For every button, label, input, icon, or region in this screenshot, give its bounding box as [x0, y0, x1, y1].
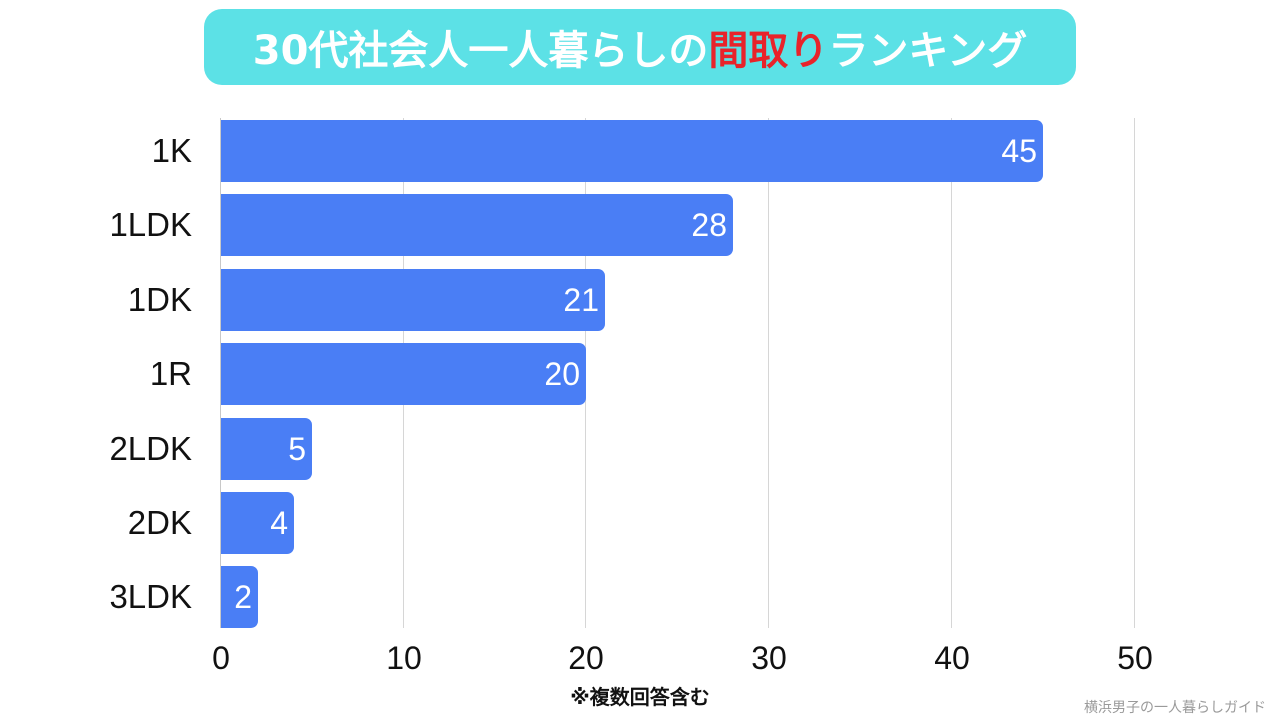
- bar-3ldk: 2: [221, 566, 258, 628]
- bar-value-label: 45: [1001, 132, 1037, 169]
- y-category-label: 3LDK: [109, 578, 192, 615]
- x-tick-label: 50: [1117, 640, 1153, 676]
- x-tick-label: 30: [751, 640, 787, 676]
- gridline-50: [1134, 118, 1135, 628]
- y-category-label: 1DK: [127, 281, 192, 318]
- bar-value-label: 2: [234, 578, 252, 615]
- footnote-multiple-answers: ※複数回答含む: [570, 685, 710, 709]
- y-category-label: 1LDK: [109, 206, 192, 243]
- bar-1ldk: 28: [221, 194, 733, 256]
- bar-value-label: 20: [544, 355, 580, 392]
- bar-1dk: 21: [221, 269, 605, 331]
- y-axis-line: [220, 118, 221, 628]
- chart-title-suffix: ランキング: [828, 28, 1028, 74]
- y-category-label: 1K: [151, 132, 192, 169]
- y-category-label: 2DK: [127, 504, 192, 541]
- chart-title-accent: 間取り: [708, 28, 829, 74]
- bar-1r: 20: [221, 343, 586, 405]
- x-tick-label: 20: [568, 640, 604, 676]
- chart-title-banner: 30代社会人一人暮らしの間取りランキング: [204, 9, 1076, 85]
- x-tick-label: 40: [934, 640, 970, 676]
- y-category-label: 1R: [149, 355, 192, 392]
- chart-title-prefix: 30代社会人一人暮らしの: [252, 28, 709, 74]
- x-tick-label: 0: [212, 640, 230, 676]
- gridline-40: [951, 118, 952, 628]
- gridline-30: [768, 118, 769, 628]
- bar-value-label: 28: [691, 206, 727, 243]
- bar-value-label: 4: [270, 504, 288, 541]
- chart-title: 30代社会人一人暮らしの間取りランキング: [253, 18, 1027, 76]
- bar-1k: 45: [221, 120, 1043, 182]
- y-category-label: 2LDK: [109, 430, 192, 467]
- source-credit: 横浜男子の一人暮らしガイド: [1084, 700, 1266, 716]
- x-tick-label: 10: [386, 640, 422, 676]
- bar-value-label: 21: [563, 281, 599, 318]
- bar-2dk: 4: [221, 492, 294, 554]
- bar-value-label: 5: [288, 430, 306, 467]
- bar-2ldk: 5: [221, 418, 312, 480]
